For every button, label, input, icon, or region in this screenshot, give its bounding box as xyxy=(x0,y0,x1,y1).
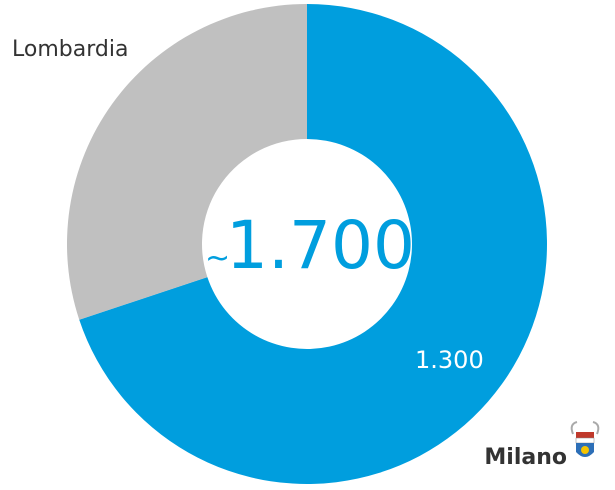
donut xyxy=(67,4,548,484)
category-label: Lombardia xyxy=(12,37,128,62)
slice xyxy=(67,4,307,320)
coat-of-arms xyxy=(570,421,600,457)
category-label: Milano xyxy=(484,445,567,470)
value-label: 1.300 xyxy=(415,346,484,374)
center-prefix: ~ xyxy=(205,241,230,276)
slice xyxy=(79,4,548,484)
center-value: 1.700 xyxy=(226,207,415,284)
